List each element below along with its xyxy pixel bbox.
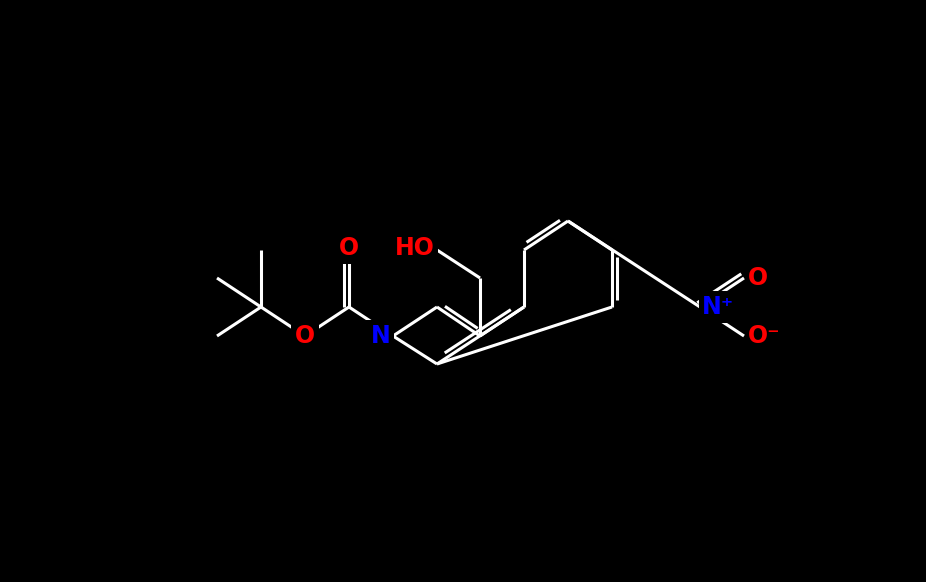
- Text: O: O: [748, 265, 770, 291]
- Text: N⁺: N⁺: [702, 295, 734, 319]
- Text: O: O: [338, 235, 360, 261]
- Text: O: O: [295, 324, 315, 348]
- Text: HO: HO: [395, 236, 435, 260]
- Text: N⁺: N⁺: [702, 294, 738, 320]
- Text: O: O: [748, 266, 769, 290]
- Text: O⁻: O⁻: [748, 324, 781, 348]
- Text: O: O: [339, 236, 359, 260]
- Text: N: N: [369, 323, 391, 349]
- Text: N: N: [371, 324, 391, 348]
- Text: O: O: [294, 323, 317, 349]
- Text: O⁻: O⁻: [748, 323, 784, 349]
- Text: HO: HO: [391, 235, 435, 261]
